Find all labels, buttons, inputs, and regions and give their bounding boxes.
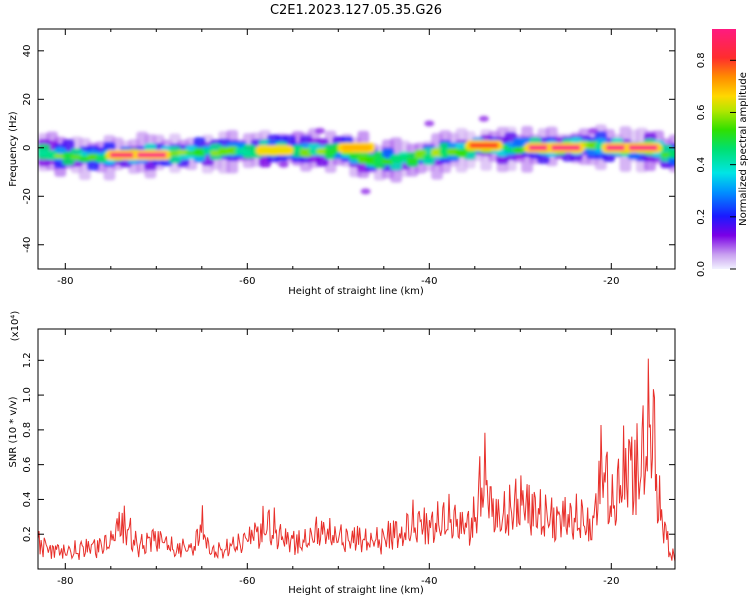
spectrogram-x-tick-label: -60 [239,276,255,287]
spectrogram-outlier [588,127,599,134]
snr-panel: -80 -60 -40 -20 0.2 0.4 0.6 0.8 1.0 1.2 Height o… [8,311,676,596]
spectrogram-plot-frame [37,28,676,270]
snr-y-tick-label: 1.2 [22,352,33,368]
colorbar-gradient [712,29,736,269]
spectrogram-peak [109,152,140,158]
spectrogram-x-axis-label: Height of straight line (km) [288,286,424,297]
spectrogram-peak [260,147,290,153]
snr-y-tick-label: 1.0 [22,387,33,403]
colorbar-tick-label: 0.6 [696,105,707,121]
figure-title: C2E1.2023.127.05.35.G26 [270,3,442,18]
spectrogram-peak [341,145,372,151]
spectrogram-peak [551,145,581,151]
spectrogram-peak [137,152,167,158]
snr-y-axis-label: SNR (10 * v/v) [8,396,19,467]
snr-line-series [38,358,675,562]
snr-y-tick-label: 0.4 [22,491,33,507]
spectrogram-cell [398,155,411,161]
spectrogram-heatmap [38,115,675,195]
snr-y-scale-label: (x10⁴) [10,311,21,342]
spectrogram-y-axis-label: Frequency (Hz) [8,111,19,187]
spectrogram-outlier [424,120,435,127]
spectrogram-outlier [315,127,326,134]
colorbar-tick-label: 0.0 [696,261,707,277]
spectrogram-outlier [478,115,489,122]
colorbar-tick-label: 0.2 [696,209,707,225]
snr-plot-frame [37,328,676,570]
spectrogram-x-tick-label: -20 [603,276,619,287]
spectrogram-peak [628,145,658,151]
snr-y-ticks: 0.2 0.4 0.6 0.8 1.0 1.2 [22,352,675,542]
spectrogram-panel: -80 -60 -40 -20 -40 -20 0 20 40 Height of strai… [8,28,676,297]
colorbar-label: Normalized spectral amplitude [738,72,749,226]
snr-x-tick-label: -40 [421,576,437,587]
spectrogram-outlier [278,161,289,168]
colorbar: 0.0 0.2 0.4 0.6 0.8 Normalized spectral ampl… [696,29,749,277]
spectrogram-x-ticks: -80 -60 -40 -20 [57,29,658,287]
spectrogram-outlier [360,188,371,195]
snr-x-ticks: -80 -60 -40 -20 [57,329,658,587]
snr-x-tick-label: -60 [239,576,255,587]
colorbar-ticks: 0.0 0.2 0.4 0.6 0.8 [696,52,736,277]
spectrogram-y-tick-label: 20 [22,93,33,106]
colorbar-tick-label: 0.4 [696,157,707,173]
snr-y-tick-label: 0.8 [22,422,33,438]
snr-x-tick-label: -80 [57,576,73,587]
spectrogram-x-tick-label: -40 [421,276,437,287]
snr-x-tick-label: -20 [603,576,619,587]
spectrogram-x-tick-label: -80 [57,276,73,287]
spectrogram-y-tick-label: -20 [22,188,33,204]
spectrogram-y-tick-label: 40 [22,44,33,57]
spectrogram-cell [668,148,675,159]
snr-y-tick-label: 0.6 [22,457,33,473]
spectrogram-y-tick-label: -40 [22,237,33,253]
snr-y-tick-label: 0.2 [22,526,33,542]
spectrogram-y-tick-label: 0 [22,145,33,151]
spectrogram-peak [469,142,499,148]
snr-x-axis-label: Height of straight line (km) [288,585,424,596]
colorbar-tick-label: 0.8 [696,52,707,68]
spectrogram-y-ticks: -40 -20 0 20 40 [22,44,675,253]
spectrogram-cell [406,158,419,165]
